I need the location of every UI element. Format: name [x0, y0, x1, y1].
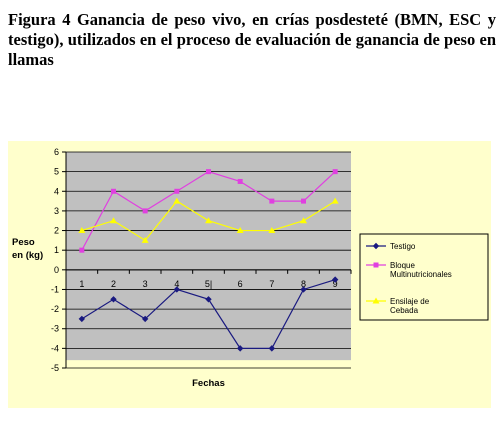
x-category-label: 5|: [205, 279, 212, 289]
legend-marker: [373, 262, 379, 268]
y-tick-label: -1: [51, 284, 59, 294]
line-chart: -5 -4 -3 -2 -1 0 1 2 3 4 5 6 1 2 3 4 5| 6 7 8 9 Peso en (kg) Fe…: [12, 147, 489, 389]
x-category-label: 3: [143, 279, 148, 289]
y-axis-title-unit: en (kg): [12, 250, 43, 261]
x-axis-title: Fechas: [192, 378, 225, 389]
x-category-label: 9: [333, 279, 338, 289]
data-point: [173, 197, 181, 204]
x-category-label: 8: [301, 279, 306, 289]
x-category-label: 6: [238, 279, 243, 289]
data-point: [78, 227, 86, 234]
x-category-label: 2: [111, 279, 116, 289]
y-tick-label: 5: [54, 167, 59, 177]
data-point: [205, 296, 212, 303]
x-category-label: 4: [174, 279, 179, 289]
y-tick-label: -5: [51, 363, 59, 373]
data-point: [110, 217, 117, 224]
data-point: [79, 247, 85, 253]
y-tick-label: -4: [51, 343, 59, 353]
legend-label: Multinutricionales: [390, 270, 452, 279]
figure-caption: Figura 4 Ganancia de peso vivo, en crías…: [8, 10, 496, 69]
legend-label: Cebada: [390, 306, 419, 315]
data-point: [173, 286, 181, 293]
data-point: [268, 345, 276, 352]
x-category-label: 1: [79, 279, 84, 289]
data-point: [269, 198, 275, 204]
legend-box: [359, 233, 489, 321]
data-point: [332, 169, 338, 175]
y-tick-label: -3: [51, 324, 59, 334]
data-point: [301, 198, 306, 204]
legend-marker: [372, 297, 380, 304]
data-point: [141, 236, 149, 243]
legend-label: Ensilaje de: [390, 297, 430, 306]
data-point: [331, 276, 339, 283]
y-tick-label: 2: [54, 226, 59, 236]
data-point: [300, 286, 307, 293]
chart-container: -5 -4 -3 -2 -1 0 1 2 3 4 5 6 1 2 3 4 5| 6 7 8 9 Peso en (kg) Fe…: [8, 141, 491, 408]
legend-label: Testigo: [390, 242, 416, 251]
y-tick-label: -2: [51, 304, 59, 314]
data-point: [110, 296, 117, 303]
data-point: [174, 188, 180, 194]
data-point: [111, 188, 116, 194]
data-point: [236, 345, 244, 352]
data-point: [236, 227, 244, 234]
y-tick-label: 6: [54, 147, 59, 157]
x-category-label: 7: [269, 279, 274, 289]
plot-area: [66, 152, 351, 361]
data-point: [300, 217, 307, 224]
data-point: [205, 217, 212, 224]
y-tick-label: 0: [54, 265, 59, 275]
y-tick-label: 3: [54, 206, 59, 216]
y-axis-title: Peso: [12, 237, 35, 248]
data-point: [331, 197, 339, 204]
legend-label: Bloque: [390, 261, 415, 270]
data-point: [206, 169, 211, 175]
y-tick-label: 1: [54, 245, 59, 255]
data-point: [237, 178, 243, 184]
data-point: [142, 208, 148, 214]
data-point: [268, 227, 276, 234]
y-tick-label: 4: [54, 186, 59, 196]
